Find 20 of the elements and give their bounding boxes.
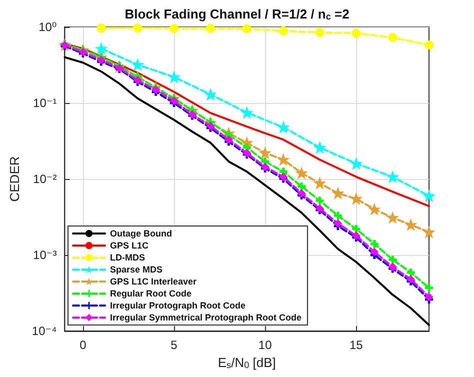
- x-axis-title: Es/N0 [dB]: [218, 354, 276, 370]
- y-tick-label: 10⁻²: [33, 172, 57, 186]
- legend-label: Outage Bound: [110, 228, 172, 238]
- y-tick-label: 10⁰: [38, 20, 57, 34]
- y-tick-label: 10⁻⁴: [32, 324, 57, 338]
- y-tick-label: 10⁻³: [33, 248, 57, 262]
- legend-label: Regular Root Code: [110, 288, 192, 298]
- x-tick-label: 15: [349, 338, 364, 352]
- legend-label: Irregular Protograph Root Code: [110, 300, 246, 310]
- legend-label: GPS L1C: [110, 240, 150, 250]
- legend-label: Sparse MDS: [110, 264, 163, 274]
- legend-label: Irregular Symmetrical Protograph Root Code: [110, 312, 302, 322]
- legend-label: LD-MDS: [110, 252, 145, 262]
- y-tick-label: 10⁻¹: [33, 96, 57, 110]
- chart-title: Block Fading Channel / R=1/2 / nc =2: [124, 6, 350, 22]
- x-tick-label: 5: [170, 338, 178, 352]
- x-tick-label: 0: [80, 338, 87, 352]
- x-tick-label: 10: [258, 338, 272, 352]
- legend-label: GPS L1C Interleaver: [110, 276, 198, 286]
- y-axis-title: CEDER: [7, 156, 22, 202]
